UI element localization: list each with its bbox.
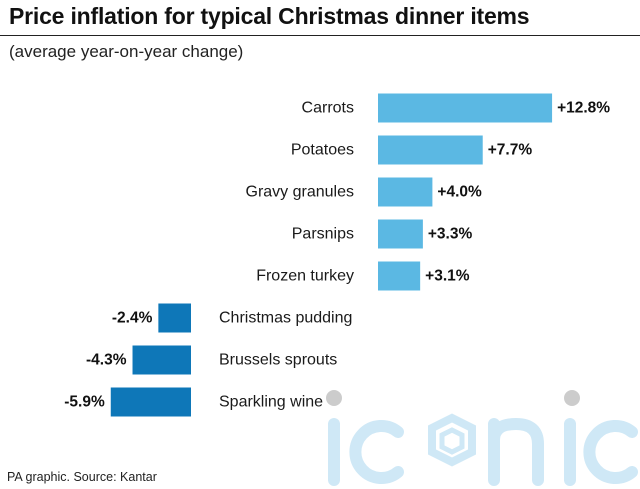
value-label: +3.3% — [428, 226, 473, 243]
title-rule — [0, 35, 640, 36]
bar-gravy-granules — [378, 177, 433, 207]
watermark-dot-right — [564, 390, 580, 406]
iconic-watermark: iconic — [326, 390, 638, 488]
value-label: +7.7% — [488, 142, 533, 159]
bar-parsnips — [378, 219, 423, 249]
value-label: +12.8% — [557, 100, 610, 117]
bar-carrots — [378, 93, 553, 123]
bar-christmas-pudding — [158, 303, 191, 333]
value-label: +4.0% — [437, 184, 482, 201]
source-note: PA graphic. Source: Kantar — [7, 470, 157, 484]
category-label: Carrots — [302, 100, 354, 117]
value-label: +3.1% — [425, 268, 470, 285]
category-label: Potatoes — [291, 142, 354, 159]
category-label: Parsnips — [292, 226, 354, 243]
value-label: -5.9% — [64, 394, 105, 411]
watermark-dot-left — [326, 390, 342, 406]
bar-brussels-sprouts — [132, 345, 191, 375]
chart-subtitle: (average year-on-year change) — [9, 42, 244, 61]
watermark-text: iconic — [479, 486, 482, 488]
bar-chart: Carrots +12.8% Potatoes +7.7% Gravy granules… — [64, 93, 610, 417]
category-label: Brussels sprouts — [219, 352, 337, 369]
category-label: Frozen turkey — [256, 268, 354, 285]
chart-title: Price inflation for typical Christmas di… — [9, 3, 530, 29]
category-label: Christmas pudding — [219, 310, 352, 327]
value-label: -4.3% — [86, 352, 127, 369]
bar-potatoes — [378, 135, 483, 165]
bar-sparkling-wine — [110, 387, 191, 417]
category-label: Sparkling wine — [219, 394, 323, 411]
bar-frozen-turkey — [378, 261, 421, 291]
value-label: -2.4% — [112, 310, 153, 327]
watermark-letters — [328, 413, 638, 486]
category-label: Gravy granules — [246, 184, 355, 201]
